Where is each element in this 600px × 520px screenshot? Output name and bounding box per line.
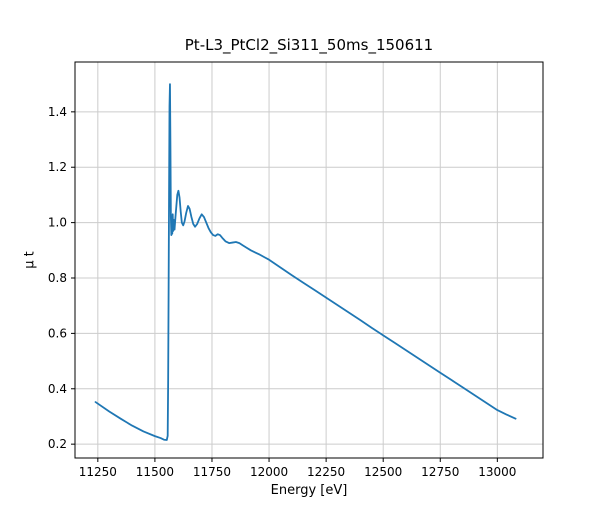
x-tick-label: 11750 (193, 465, 231, 479)
x-tick-label: 12250 (307, 465, 345, 479)
x-tick-label: 12500 (364, 465, 402, 479)
y-tick-label: 0.6 (48, 326, 67, 340)
y-tick-label: 1.2 (48, 160, 67, 174)
y-tick-label: 0.8 (48, 271, 67, 285)
x-tick-label: 13000 (478, 465, 516, 479)
y-tick-label: 1.0 (48, 216, 67, 230)
x-axis-label: Energy [eV] (270, 483, 348, 498)
data-line (94, 83, 517, 441)
x-tick-label: 11250 (79, 465, 117, 479)
y-axis-label: μ t (22, 251, 38, 269)
plot-frame (74, 61, 544, 459)
y-tick-label: 0.2 (48, 437, 67, 451)
chart-title: Pt-L3_PtCl2_Si311_50ms_150611 (184, 36, 434, 54)
y-tick-label: 0.4 (48, 382, 67, 396)
x-tick-label: 11500 (136, 465, 174, 479)
x-tick-label: 12000 (250, 465, 288, 479)
y-tick-label: 1.4 (48, 105, 67, 119)
x-tick-label: 12750 (421, 465, 459, 479)
